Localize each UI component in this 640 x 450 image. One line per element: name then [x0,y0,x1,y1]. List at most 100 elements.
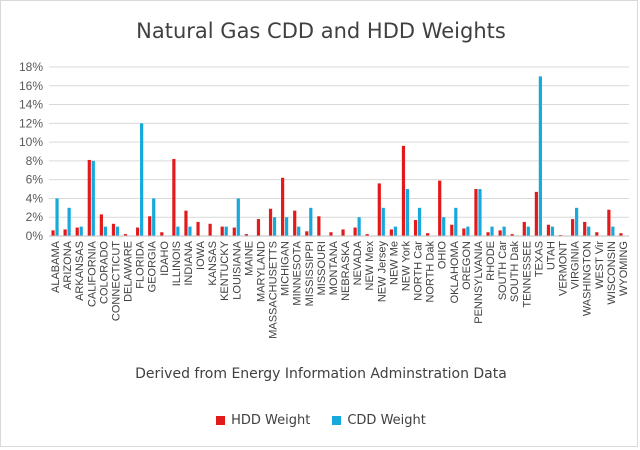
cdd-bar [297,226,301,236]
x-tick-label: RHODE [485,241,497,281]
hdd-bar [123,234,128,236]
cdd-bar [272,217,277,236]
legend-swatch-cdd [332,416,342,425]
x-tick-label: MASSACHUSETTS [268,241,280,339]
chart-title: Natural Gas CDD and HDD Weights [136,19,506,43]
cdd-bar [466,226,470,236]
hdd-bar [486,232,490,236]
x-tick-label: GEORGIA [147,240,159,292]
y-tick-label: 16% [19,79,43,93]
x-tick-label: UTAH [545,241,557,270]
cdd-bar [67,207,71,236]
cdd-bar [236,198,240,236]
x-tick-label: WISCONSIN [606,241,618,305]
cdd-bar [381,207,385,236]
y-tick-label: 2% [26,210,44,224]
legend-swatch-hdd [216,416,226,425]
legend-item-cdd: CDD Weight [332,413,426,428]
x-tick-label: SOUTH Car [497,241,509,301]
hdd-bar [474,189,478,236]
x-tick-label: WEST Vir [594,241,606,289]
cdd-bar [140,123,144,236]
hdd-bar [607,209,611,236]
hdd-bar [172,159,176,236]
hdd-bar [595,232,599,236]
x-tick-label: FLORIDA [135,240,147,288]
cdd-bar [115,226,120,236]
hdd-bar [619,233,623,236]
cdd-bar [224,226,228,236]
hdd-bar [51,230,55,236]
hdd-bar [111,223,116,236]
x-tick-label: TEXAS [533,241,545,277]
cdd-bar [55,198,59,236]
hdd-bar [220,226,224,236]
x-tick-label: WASHINGTON [582,241,594,316]
hdd-bar [583,221,587,236]
cdd-bar [393,226,397,236]
hdd-bar [389,229,393,236]
hdd-bar [510,234,514,236]
cdd-bar [587,226,591,236]
hdd-bar [196,221,200,236]
y-tick-label: 8% [26,154,44,168]
y-tick-label: 4% [26,191,44,205]
x-tick-label: NEW Me [388,241,400,285]
x-tick-label: MICHIGAN [280,241,292,296]
cdd-bar [454,207,458,236]
hdd-bar [546,224,551,236]
x-tick-label: LOUISIANA [231,240,243,299]
cdd-bar [575,207,579,236]
hdd-bar [401,145,406,236]
hdd-bar [377,183,381,236]
x-tick-label: ARKANSAS [74,241,86,301]
x-tick-label: NEW Jersey [376,241,388,303]
hdd-bar [148,216,152,236]
hdd-bar [232,227,236,236]
cdd-bar [538,76,542,236]
x-tick-label: NORTH Car [413,241,425,301]
cdd-bar [357,217,361,236]
cdd-bar [478,189,482,236]
hdd-bar [341,229,345,236]
hdd-bar [184,210,188,236]
y-tick-label: 6% [26,173,44,187]
cdd-bar [490,226,494,236]
hdd-bar [317,216,321,236]
x-tick-label: DELAWARE [123,241,135,302]
hdd-bar [63,229,67,236]
hdd-bar [208,223,212,236]
x-tick-label: MINNESOTA [292,240,304,305]
cdd-bar [188,226,192,236]
hdd-bar [329,232,333,236]
hdd-bar [136,227,140,236]
x-tick-label: ARIZONA [62,240,74,290]
hdd-bar [426,233,430,236]
x-tick-label: MARYLAND [255,241,267,302]
x-axis-title: Derived from Energy Information Adminstr… [135,366,507,382]
hdd-bar [450,224,454,236]
hdd-bar [75,227,79,236]
cdd-bar [442,217,446,236]
x-tick-label: VERMONT [558,241,570,296]
x-tick-label: ILLINOIS [171,241,183,286]
x-tick-label: INDIANA [183,240,195,285]
hdd-bar [353,227,357,236]
x-tick-label: MONTANA [328,240,340,295]
cdd-bar [309,207,313,236]
x-tick-label: OKLAHOMA [449,240,461,303]
legend-item-hdd: HDD Weight [216,413,310,428]
x-tick-label: IDAHO [159,241,171,276]
y-tick-label: 10% [19,135,43,149]
cdd-bar [176,226,180,236]
x-tick-label: WYOMING [618,241,630,296]
x-tick-label: KENTUCKY [219,240,231,301]
x-tick-label: OHIO [437,241,449,270]
x-tick-label: NEBRASKA [340,240,352,301]
cdd-bar [502,226,506,236]
x-tick-label: CONNECTICUT [110,241,122,321]
y-tick-label: 12% [19,116,43,130]
x-tick-label: PENNSYLVANIA [473,240,485,323]
